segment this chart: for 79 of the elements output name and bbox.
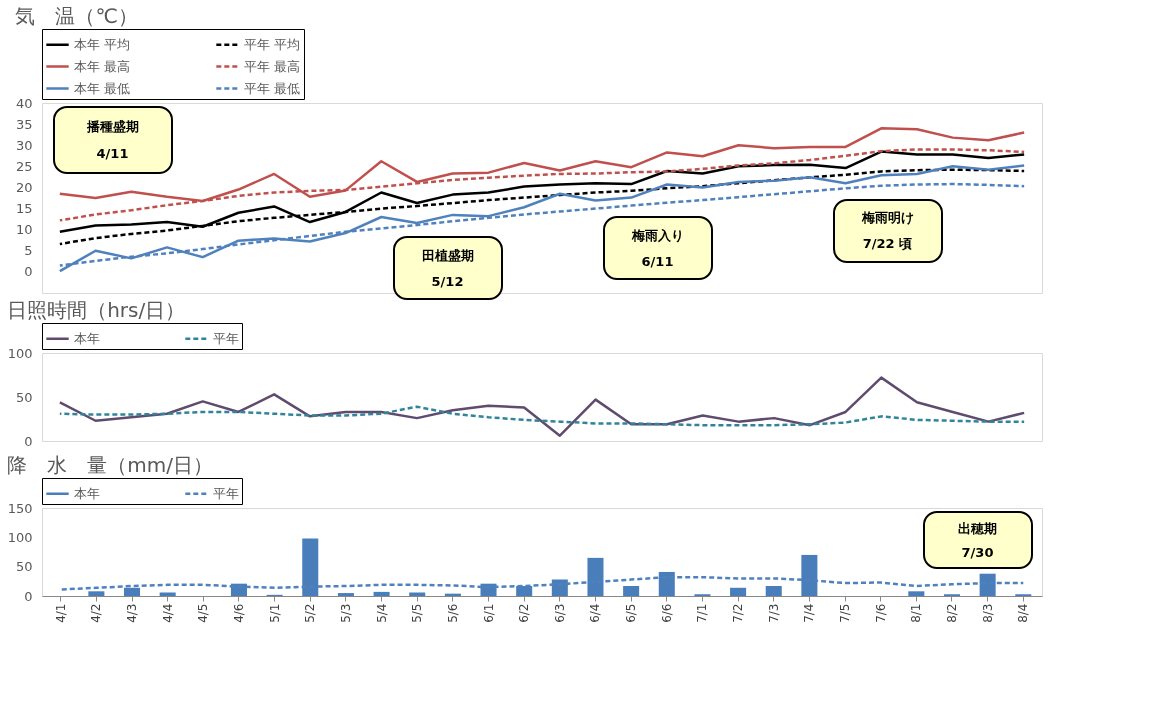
x-tick-label: 7/3	[766, 603, 781, 623]
annotation: 田植盛期 5/12	[421, 246, 474, 289]
bar	[159, 592, 176, 596]
y-tick-label: 25	[15, 158, 33, 174]
line-series	[58, 376, 1026, 437]
x-tick-label: 6/4	[588, 603, 603, 623]
legend-label: 平年	[213, 330, 239, 346]
x-tick-label: 8/4	[1016, 603, 1031, 623]
chart-title: 気 温（℃）	[15, 3, 138, 28]
bar	[908, 591, 925, 596]
chart-title: 降 水 量（mm/日）	[7, 452, 213, 477]
legend-label: 本年 平均	[74, 36, 131, 52]
bar	[337, 593, 354, 596]
legend-label: 平年 平均	[244, 36, 301, 52]
y-tick-label: 40	[15, 95, 33, 111]
bar	[765, 586, 782, 596]
x-tick-label: 6/2	[517, 603, 532, 623]
x-tick-label: 4/6	[231, 603, 246, 623]
x-tick-label: 5/2	[303, 603, 318, 623]
y-tick-label: 5	[24, 243, 33, 259]
annotation: 梅雨入り 6/11	[631, 226, 684, 269]
x-tick-label: 7/6	[873, 603, 888, 623]
x-tick-label: 8/3	[980, 603, 995, 623]
x-tick-label: 4/5	[196, 603, 211, 623]
legend-label: 平年 最低	[244, 80, 301, 96]
legend-label: 本年	[74, 330, 100, 346]
bar	[730, 587, 747, 596]
bar	[409, 592, 426, 596]
x-tick-label: 5/4	[374, 603, 389, 623]
x-tick-label: 5/5	[410, 603, 425, 623]
y-tick-label: 0	[24, 588, 33, 604]
y-tick-label: 100	[7, 345, 33, 361]
y-tick-label: 10	[15, 222, 33, 238]
annotation: 播種盛期 4/11	[86, 117, 139, 162]
x-tick-label: 5/6	[445, 603, 460, 623]
y-tick-label: 35	[15, 116, 33, 132]
legend-label: 平年 最高	[244, 58, 301, 74]
x-tick-label: 7/4	[802, 603, 817, 623]
x-tick-label: 5/1	[267, 603, 282, 623]
chart-title: 日照時間（hrs/日）	[7, 297, 186, 322]
note-box: 播種盛期 4/11	[52, 105, 173, 174]
legend-label: 平年	[213, 485, 239, 501]
x-tick-label: 4/3	[125, 603, 140, 623]
y-tick-label: 100	[7, 529, 33, 545]
annotation: 出穂期 7/30	[958, 519, 997, 560]
x-tick-label: 6/6	[659, 603, 674, 623]
x-tick-label: 6/3	[552, 603, 567, 623]
x-tick-label: 4/1	[53, 603, 68, 623]
y-tick-label: 150	[7, 500, 33, 516]
x-tick-label: 5/3	[338, 603, 353, 623]
y-tick-label: 50	[15, 389, 33, 405]
y-tick-label: 15	[15, 201, 33, 217]
bar	[623, 586, 640, 596]
x-tick-label: 4/2	[89, 603, 104, 623]
line-series	[58, 405, 1026, 427]
y-tick-label: 0	[24, 264, 33, 280]
legend-label: 本年 最低	[74, 80, 131, 96]
note-box: 梅雨明け 7/22 頃	[832, 198, 943, 263]
x-tick-label: 6/5	[624, 603, 639, 623]
annotation: 梅雨明け 7/22 頃	[861, 208, 914, 253]
y-tick-label: 50	[15, 559, 33, 575]
line-series	[58, 164, 1026, 273]
legend-label: 本年 最高	[74, 58, 131, 74]
x-tick-label: 8/1	[909, 603, 924, 623]
y-tick-label: 20	[15, 179, 33, 195]
y-tick-label: 30	[15, 137, 33, 153]
x-tick-label: 7/1	[695, 603, 710, 623]
note-box: 田植盛期 5/12	[392, 235, 503, 300]
note-box: 出穂期 7/30	[922, 510, 1033, 569]
bar	[88, 591, 105, 596]
x-tick-label: 8/2	[944, 603, 959, 623]
x-tick-label: 4/4	[160, 603, 175, 623]
x-tick-label: 7/5	[838, 603, 853, 623]
note-box: 梅雨入り 6/11	[602, 215, 713, 280]
bar	[373, 591, 390, 596]
x-tick-label: 6/1	[481, 603, 496, 623]
x-tick-label: 7/2	[731, 603, 746, 623]
y-tick-label: 0	[24, 433, 33, 449]
legend-label: 本年	[74, 485, 100, 501]
